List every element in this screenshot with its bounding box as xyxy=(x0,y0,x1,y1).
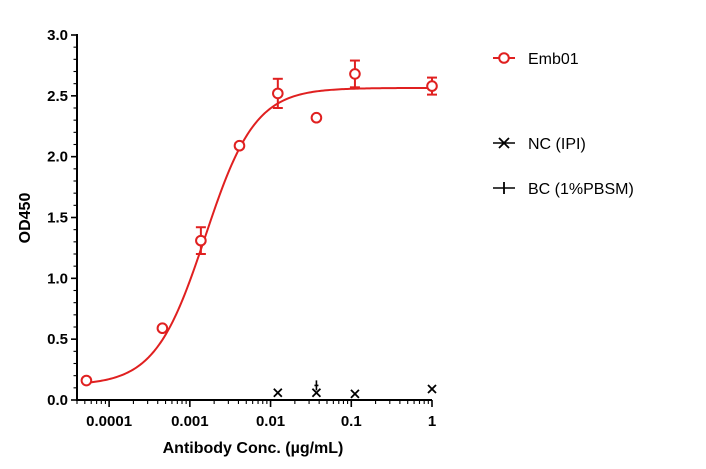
legend-emb01-marker xyxy=(498,52,510,64)
legend-emb01-label: Emb01 xyxy=(528,51,579,68)
y-tick-label: 0.0 xyxy=(47,392,68,409)
nc-point xyxy=(350,389,360,399)
emb01-point xyxy=(195,234,207,247)
x-tick-label: 0.001 xyxy=(171,413,209,430)
y-tick-label: 1.5 xyxy=(47,210,68,227)
legend-nc-label: NC (IPI) xyxy=(528,136,586,153)
x-tick-label: 0.0001 xyxy=(86,413,132,430)
y-tick-label: 1.0 xyxy=(47,270,68,287)
emb01-point xyxy=(80,374,93,387)
emb01-point xyxy=(272,87,284,100)
bc-point xyxy=(314,380,319,391)
emb01-fit-curve xyxy=(86,86,432,384)
x-axis-title: Antibody Conc. (µg/mL) xyxy=(163,440,344,457)
y-ticks: 0.0 0.5 1.0 1.5 2.0 2.5 3.0 xyxy=(47,27,77,409)
x-tick-label: 0.01 xyxy=(256,413,285,430)
legend-nc-marker xyxy=(498,137,510,149)
plot-area xyxy=(80,59,438,399)
nc-point xyxy=(427,384,437,394)
y-tick-label: 0.5 xyxy=(47,331,68,348)
x-tick-label: 0.1 xyxy=(341,413,362,430)
emb01-point xyxy=(426,80,438,92)
y-tick-label: 3.0 xyxy=(47,27,68,44)
x-ticks: 0.0001 0.001 0.01 0.1 1 xyxy=(76,400,436,430)
y-tick-label: 2.5 xyxy=(47,88,68,105)
legend-bc-label: BC (1%PBSM) xyxy=(528,181,634,198)
legend: Emb01 NC (IPI) BC (1%PBSM) xyxy=(493,51,634,198)
x-tick-label: 1 xyxy=(428,413,436,430)
emb01-point xyxy=(233,139,246,152)
emb01-point xyxy=(156,322,169,335)
y-tick-label: 2.0 xyxy=(47,149,68,166)
emb01-point xyxy=(349,68,361,80)
y-axis-title: OD450 xyxy=(17,193,34,244)
nc-point xyxy=(273,388,283,398)
nc-point xyxy=(311,388,322,398)
emb01-point xyxy=(310,111,323,124)
